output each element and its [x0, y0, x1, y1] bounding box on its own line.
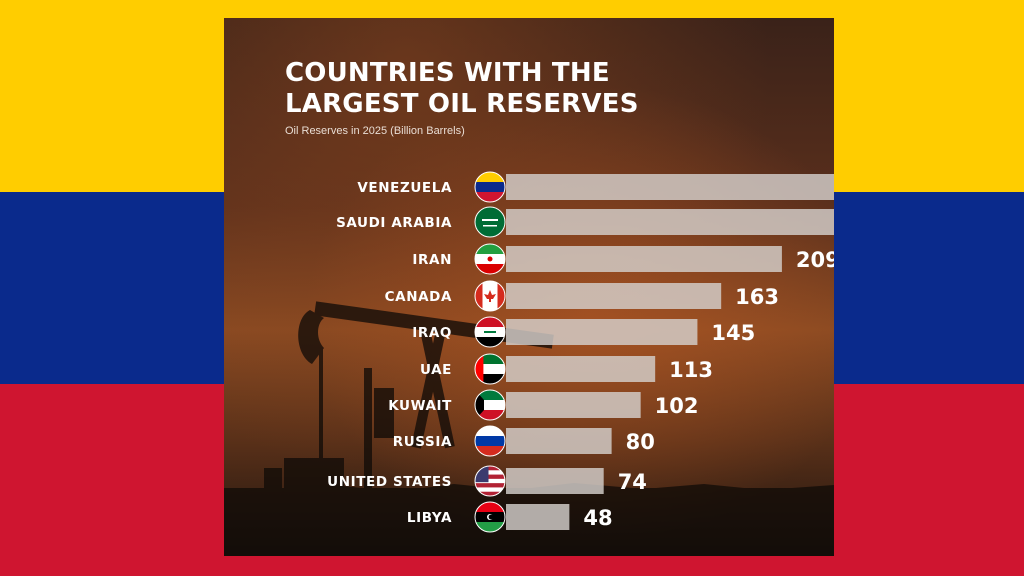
bar-row: KUWAIT 102	[388, 389, 699, 421]
iraq-flag-icon	[474, 316, 506, 348]
bar	[506, 356, 656, 382]
value-label: 102	[655, 394, 699, 418]
venezuela-flag-icon	[474, 171, 506, 203]
bar	[506, 504, 570, 530]
category-label: UAE	[420, 362, 452, 378]
category-label: SAUDI ARABIA	[336, 215, 452, 231]
bar-row: IRAN 209	[412, 243, 834, 275]
category-label: RUSSIA	[393, 434, 452, 450]
category-label: IRAQ	[412, 325, 452, 341]
infographic-card: COUNTRIES WITH THE LARGEST OIL RESERVES …	[224, 18, 834, 556]
category-label: UNITED STATES	[327, 474, 452, 490]
bar-row: UAE 113	[420, 353, 713, 385]
bar-row: SAUDI ARABIA267	[336, 206, 834, 238]
category-label: LIBYA	[407, 510, 452, 526]
libya-flag-icon	[474, 501, 506, 533]
bar-row: IRAQ 145	[412, 316, 755, 348]
value-label: 163	[735, 285, 779, 309]
chart-subtitle: Oil Reserves in 2025 (Billion Barrels)	[285, 125, 465, 137]
bar	[506, 468, 604, 494]
value-label: 74	[618, 470, 647, 494]
bar-row: LIBYA 48	[407, 501, 613, 533]
category-label: CANADA	[385, 289, 452, 305]
chart-title-line-1: COUNTRIES WITH THE	[285, 58, 610, 88]
bar-chart: VENEZUELA303SAUDI ARABIA267 IRAN 209 CANADA…	[327, 171, 834, 533]
pumpjack-silhouette	[224, 301, 834, 556]
bar	[506, 209, 834, 235]
bar	[506, 319, 698, 345]
bar-row: VENEZUELA303	[357, 171, 834, 203]
russia-flag-icon	[474, 425, 506, 457]
iran-flag-icon	[474, 243, 506, 275]
value-label: 209	[796, 248, 834, 272]
bar	[506, 392, 641, 418]
bar	[506, 428, 612, 454]
category-label: KUWAIT	[388, 398, 452, 414]
bar	[506, 246, 782, 272]
united-states-flag-icon	[474, 465, 506, 497]
bar-row: UNITED STATES 74	[327, 465, 647, 497]
chart-title-line-2: LARGEST OIL RESERVES	[285, 89, 639, 119]
value-label: 80	[626, 430, 655, 454]
bar	[506, 283, 722, 309]
bar-row: RUSSIA 80	[393, 425, 655, 457]
category-label: IRAN	[412, 252, 452, 268]
uae-flag-icon	[474, 353, 506, 385]
chart-title: COUNTRIES WITH THE LARGEST OIL RESERVES	[285, 58, 639, 120]
value-label: 48	[583, 506, 612, 530]
bar	[506, 174, 834, 200]
bar-row: CANADA 163	[385, 280, 779, 312]
category-label: VENEZUELA	[357, 180, 452, 196]
value-label: 145	[711, 321, 755, 345]
kuwait-flag-icon	[474, 389, 506, 421]
canada-flag-icon	[474, 280, 506, 312]
saudi-arabia-flag-icon	[474, 206, 506, 238]
value-label: 113	[669, 358, 713, 382]
